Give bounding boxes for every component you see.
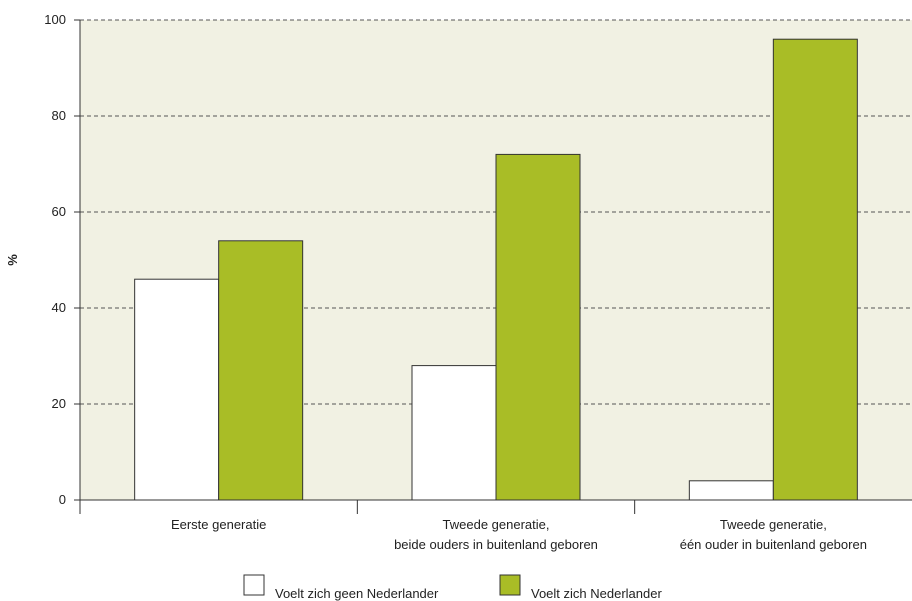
- category-labels: Eerste generatie Tweede generatie, beide o…: [171, 517, 867, 552]
- y-tick-label-80: 80: [52, 108, 66, 123]
- y-tick-label-0: 0: [59, 492, 66, 507]
- category-label-1: Eerste generatie: [171, 517, 266, 532]
- bar-geen-nederlander-3: [688, 480, 774, 501]
- y-axis-title: %: [5, 254, 20, 266]
- legend-item-1: Voelt zich geen Nederlander: [243, 574, 439, 601]
- y-tick-label-40: 40: [52, 300, 66, 315]
- bar-nederlander-2: [495, 153, 581, 501]
- y-tick-label-60: 60: [52, 204, 66, 219]
- bar-geen-nederlander-1: [134, 278, 220, 501]
- legend: Voelt zich geen Nederlander Voelt zich Ne…: [243, 574, 662, 601]
- category-label-3: Tweede generatie, één ouder in buitenland…: [680, 517, 867, 552]
- legend-swatch-1: [243, 574, 265, 596]
- legend-swatch-2: [499, 574, 521, 596]
- y-tick-label-20: 20: [52, 396, 66, 411]
- y-tick-labels: 0 20 40 60 80 100: [44, 12, 80, 507]
- category-label-2: Tweede generatie, beide ouders in buitenl…: [394, 517, 598, 552]
- bar-nederlander-1: [218, 240, 304, 501]
- bar-nederlander-3: [772, 38, 858, 501]
- axes: [79, 20, 912, 514]
- legend-label-2: Voelt zich Nederlander: [531, 586, 662, 601]
- legend-label-1: Voelt zich geen Nederlander: [275, 586, 439, 601]
- y-tick-label-100: 100: [44, 12, 66, 27]
- legend-item-2: Voelt zich Nederlander: [499, 574, 662, 601]
- bar-geen-nederlander-2: [411, 365, 497, 501]
- bars: [134, 38, 858, 501]
